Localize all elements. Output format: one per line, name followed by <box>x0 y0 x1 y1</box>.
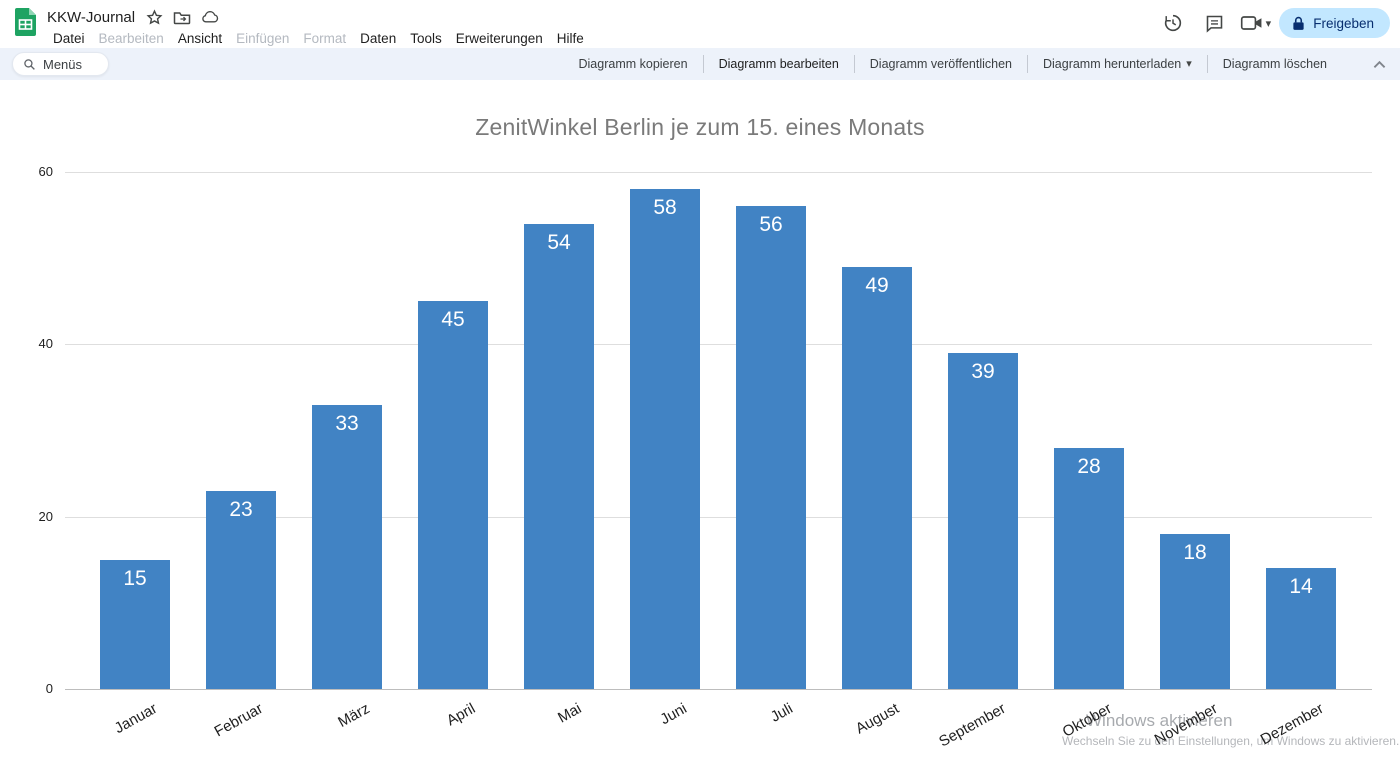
app-header: KKW-Journal Datei Bearbeiten Ansicht Einfüg… <box>0 0 1400 48</box>
chart-bar-dezember[interactable]: 14 <box>1266 568 1336 689</box>
bar-value-label: 45 <box>441 308 465 331</box>
search-menus-label: Menüs <box>43 56 83 72</box>
y-tick-label: 40 <box>38 336 53 352</box>
bar-value-label: 49 <box>865 274 889 297</box>
bar-value-label: 54 <box>547 231 571 254</box>
menu-hilfe[interactable]: Hilfe <box>556 31 584 46</box>
gridline <box>65 172 1372 173</box>
menu-format: Format <box>303 31 347 46</box>
collapse-toolbar-button[interactable] <box>1366 52 1392 76</box>
bar-value-label: 14 <box>1289 575 1313 598</box>
y-tick-label: 20 <box>38 508 53 524</box>
chart-action-buttons: Diagramm kopieren Diagramm bearbeiten Diag… <box>564 48 1343 80</box>
chart-bar-mrz[interactable]: 33 <box>312 405 382 689</box>
chart-action-diagramm-l-schen[interactable]: Diagramm löschen <box>1206 55 1342 73</box>
bar-value-label: 39 <box>971 360 995 383</box>
x-tick-label-august: August <box>853 700 903 738</box>
bar-value-label: 23 <box>229 498 253 521</box>
bar-value-label: 18 <box>1183 541 1207 564</box>
x-tick-label-september: September <box>935 700 1009 751</box>
x-tick-label-februar: Februar <box>212 700 267 741</box>
menu-tools[interactable]: Tools <box>410 31 442 46</box>
document-title[interactable]: KKW-Journal <box>47 8 136 26</box>
chart-bar-juni[interactable]: 58 <box>630 189 700 689</box>
windows-activation-watermark-line2: Wechseln Sie zu den Einstellungen, um Wi… <box>1062 734 1400 748</box>
menu-daten[interactable]: Daten <box>360 31 397 46</box>
x-tick-label-juni: Juni <box>657 700 691 729</box>
chart-action-label: Diagramm kopieren <box>578 57 688 71</box>
gridline <box>65 516 1372 518</box>
menu-bar: Datei Bearbeiten Ansicht Einfügen Format Date… <box>47 29 590 48</box>
move-folder-icon[interactable] <box>173 8 191 26</box>
menu-ansicht[interactable]: Ansicht <box>177 31 223 46</box>
menu-erweiterungen[interactable]: Erweiterungen <box>455 31 543 46</box>
search-menus-button[interactable]: Menüs <box>12 52 110 76</box>
x-axis-line <box>65 689 1372 690</box>
chart-area: ZenitWinkel Berlin je zum 15. eines Mona… <box>0 80 1400 764</box>
bar-value-label: 15 <box>123 567 147 590</box>
chart-toolbar: Menüs Diagramm kopieren Diagramm bearbeit… <box>0 48 1400 80</box>
x-tick-label-mai: Mai <box>554 700 585 727</box>
sheets-logo-icon[interactable] <box>15 8 36 36</box>
chart-bar-februar[interactable]: 23 <box>206 491 276 689</box>
x-tick-label-april: April <box>443 700 479 730</box>
chart-bar-august[interactable]: 49 <box>842 267 912 689</box>
chart-bar-juli[interactable]: 56 <box>736 206 806 689</box>
header-right: ▾ Freigeben <box>1156 8 1390 38</box>
chart-bar-april[interactable]: 45 <box>418 301 488 689</box>
x-tick-label-juli: Juli <box>768 700 797 726</box>
bar-value-label: 58 <box>653 196 677 219</box>
chart-bar-september[interactable]: 39 <box>948 353 1018 689</box>
chart-action-label: Diagramm bearbeiten <box>718 57 839 71</box>
chart-action-label: Diagramm veröffentlichen <box>869 57 1012 71</box>
y-tick-label: 0 <box>45 681 53 696</box>
dropdown-caret-icon: ▾ <box>1186 58 1192 70</box>
chart-bar-november[interactable]: 18 <box>1160 534 1230 689</box>
version-history-icon[interactable] <box>1156 8 1190 38</box>
chart-action-label: Diagramm herunterladen <box>1042 57 1182 71</box>
gridline <box>65 344 1372 346</box>
comments-icon[interactable] <box>1198 8 1232 38</box>
chart-action-diagramm-bearbeiten[interactable]: Diagramm bearbeiten <box>702 55 854 73</box>
dropdown-caret-icon: ▾ <box>1265 17 1272 30</box>
chart-bar-oktober[interactable]: 28 <box>1054 448 1124 689</box>
share-button-label: Freigeben <box>1313 15 1374 31</box>
chart-action-diagramm-kopieren[interactable]: Diagramm kopieren <box>564 55 703 73</box>
share-button[interactable]: Freigeben <box>1279 8 1390 38</box>
windows-activation-watermark-line1: Windows aktivieren <box>1086 711 1233 730</box>
bar-value-label: 56 <box>759 213 783 236</box>
chart-bar-mai[interactable]: 54 <box>524 224 594 689</box>
x-tick-label-januar: Januar <box>111 700 161 738</box>
menu-datei[interactable]: Datei <box>53 31 85 46</box>
chart-bar-januar[interactable]: 15 <box>100 560 170 689</box>
meet-video-button[interactable]: ▾ <box>1240 14 1272 32</box>
chart-action-diagramm-herunterladen[interactable]: Diagramm herunterladen ▾ <box>1026 55 1207 73</box>
chart-title: ZenitWinkel Berlin je zum 15. eines Mona… <box>475 114 925 140</box>
title-block: KKW-Journal Datei Bearbeiten Ansicht Einfüg… <box>47 6 590 48</box>
menu-bearbeiten: Bearbeiten <box>98 31 164 46</box>
bar-value-label: 33 <box>335 412 359 435</box>
cloud-status-icon[interactable] <box>201 8 219 26</box>
bar-value-label: 28 <box>1077 455 1101 478</box>
menu-einfgen: Einfügen <box>236 31 290 46</box>
star-icon[interactable] <box>145 8 163 26</box>
chart-action-label: Diagramm löschen <box>1222 57 1327 71</box>
y-tick-label: 60 <box>38 164 53 179</box>
x-tick-label-mrz: März <box>334 700 373 732</box>
chart-action-diagramm-ver-ffentlichen[interactable]: Diagramm veröffentlichen <box>853 55 1027 73</box>
